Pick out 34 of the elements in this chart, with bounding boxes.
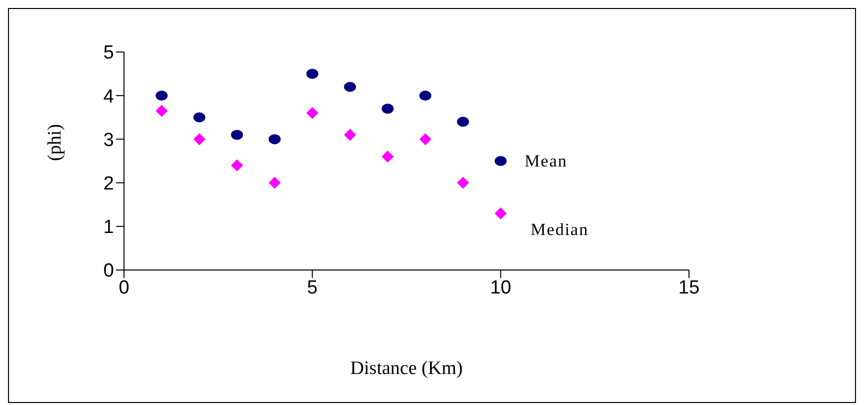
x-tick-label: 5 [307,277,318,298]
point [457,176,469,189]
point [494,156,507,166]
point [344,128,356,141]
x-tick-label: 0 [118,277,130,298]
x-tick-label: 15 [678,277,700,298]
point [268,134,281,144]
point [268,176,281,189]
y-tick-label: 3 [103,130,114,151]
point [419,90,432,101]
x-tick-label: 10 [490,277,512,298]
point [231,159,243,172]
y-tick-label: 5 [103,42,114,64]
y-tick-label: 0 [103,260,114,282]
y-tick-label: 1 [103,217,114,238]
point [306,68,318,79]
point [494,207,507,220]
point [193,112,206,122]
y-tick-label: 4 [103,86,114,108]
point [156,90,168,101]
series-label: Mean [524,152,568,170]
y-axis-title: (phi) [44,124,66,161]
point [382,104,394,114]
point [457,116,469,127]
point [344,82,356,92]
point [231,130,243,140]
y-tick-label: 2 [103,174,114,195]
series-label: Median [530,220,589,239]
point [419,133,432,146]
point [382,150,394,163]
point [193,133,206,146]
x-axis-title: Distance (Km) [350,358,463,379]
point [306,107,318,120]
point [156,104,168,117]
